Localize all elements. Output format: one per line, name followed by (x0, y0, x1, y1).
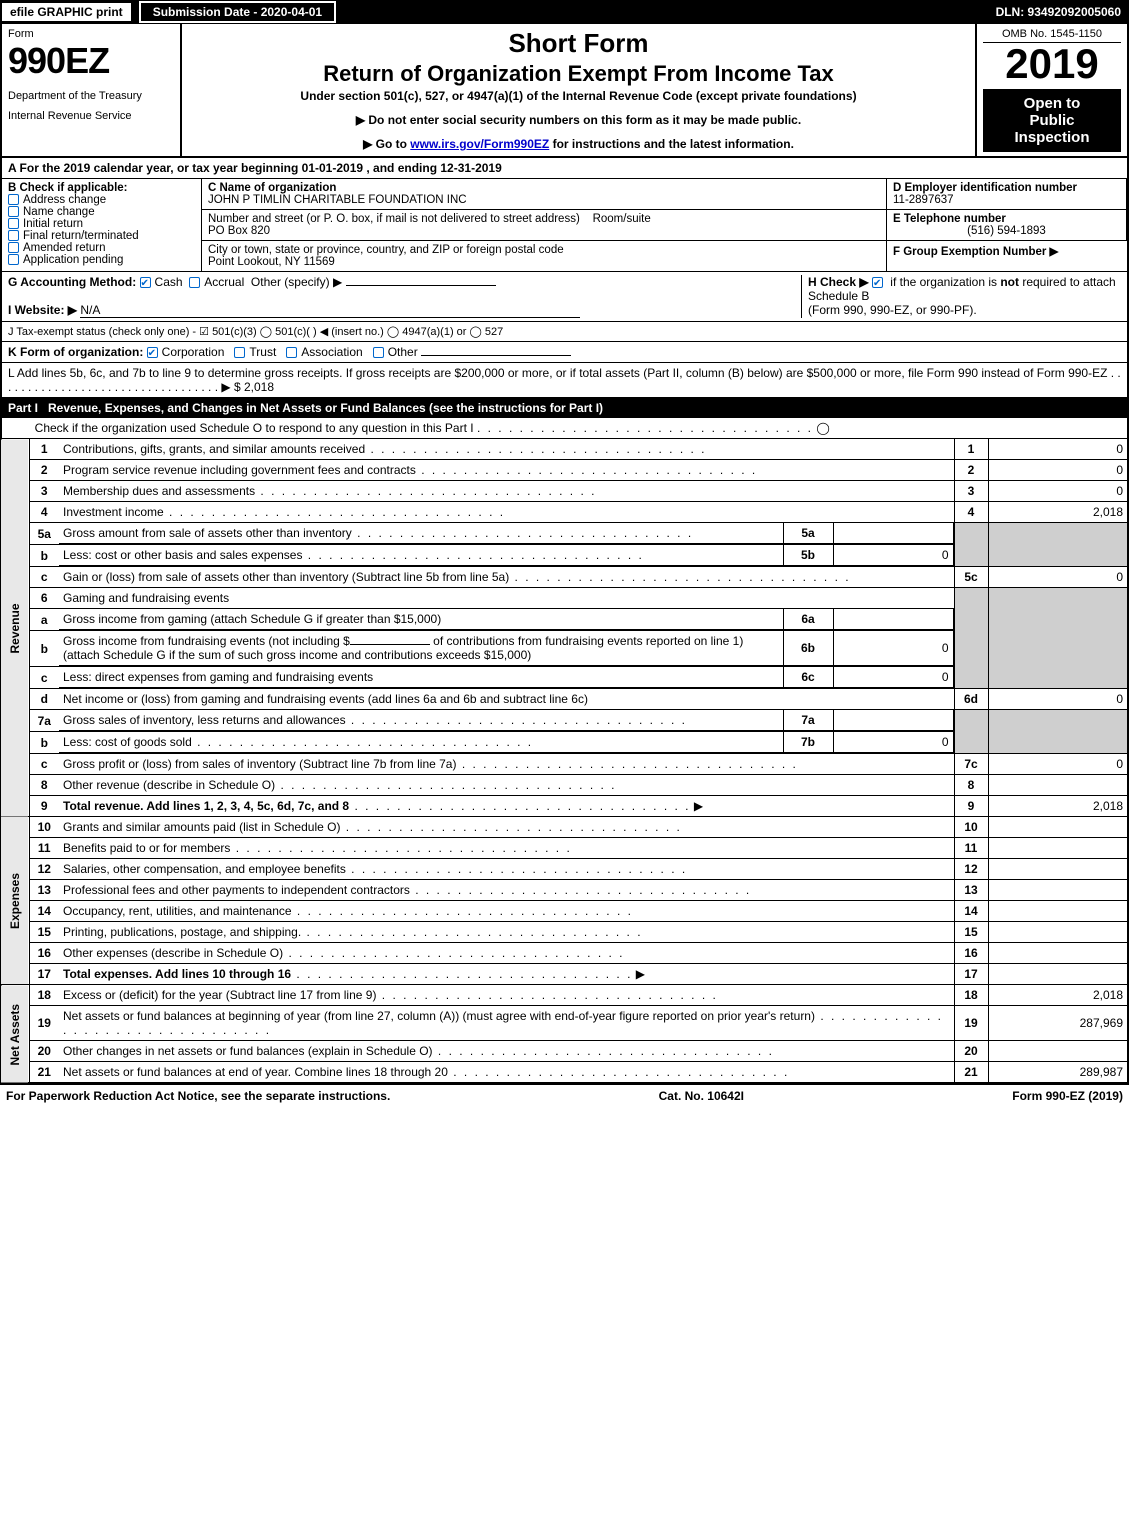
cb-amended-return[interactable]: Amended return (8, 242, 195, 254)
part-i-bar: Part I Revenue, Expenses, and Changes in… (0, 398, 1129, 418)
ein: 11-2897637 (893, 194, 954, 206)
cb-address-change[interactable]: Address change (8, 194, 195, 206)
amt-7c: 0 (988, 754, 1128, 775)
cb-other[interactable] (373, 347, 384, 358)
cb-initial-return[interactable]: Initial return (8, 218, 195, 230)
footer-catno: Cat. No. 10642I (659, 1089, 744, 1103)
part-i-table: Revenue 1 Contributions, gifts, grants, … (0, 439, 1129, 1084)
part-i-title: Revenue, Expenses, and Changes in Net As… (48, 401, 603, 415)
line-a-tax-year: A For the 2019 calendar year, or tax yea… (0, 158, 1129, 179)
amt-5c: 0 (988, 567, 1128, 588)
cb-accrual[interactable] (189, 277, 200, 288)
dept-treasury: Department of the Treasury (8, 90, 174, 102)
footer-formref: Form 990-EZ (2019) (1012, 1089, 1123, 1103)
form-number: 990EZ (8, 40, 174, 82)
box-d-label: D Employer identification number (893, 182, 1077, 194)
box-c-label: C Name of organization (208, 182, 336, 194)
street: PO Box 820 (208, 225, 270, 237)
part-i-check: Check if the organization used Schedule … (0, 418, 1129, 439)
amt-6d: 0 (988, 689, 1128, 710)
cb-cash[interactable] (140, 277, 151, 288)
amt-10 (988, 817, 1128, 838)
cb-association[interactable] (286, 347, 297, 358)
dln: DLN: 93492092005060 (996, 5, 1129, 19)
line-i-label: I Website: ▶ (8, 303, 77, 317)
title-short-form: Short Form (188, 28, 969, 59)
note-ssn: ▶ Do not enter social security numbers o… (188, 113, 969, 127)
cb-final-return[interactable]: Final return/terminated (8, 230, 195, 242)
subtitle: Under section 501(c), 527, or 4947(a)(1)… (188, 89, 969, 103)
cb-schedule-b[interactable] (872, 277, 883, 288)
city-state-zip: Point Lookout, NY 11569 (208, 256, 335, 268)
amt-19: 287,969 (988, 1006, 1128, 1041)
form-word: Form (8, 28, 174, 40)
note-link: ▶ Go to www.irs.gov/Form990EZ for instru… (188, 137, 969, 151)
footer-paperwork: For Paperwork Reduction Act Notice, see … (6, 1089, 390, 1103)
part-i-label: Part I (8, 401, 48, 415)
amt-8 (988, 775, 1128, 796)
street-label: Number and street (or P. O. box, if mail… (208, 213, 580, 225)
amt-4: 2,018 (988, 502, 1128, 523)
efile-print-button[interactable]: efile GRAPHIC print (0, 1, 133, 23)
sidetab-expenses: Expenses (1, 817, 29, 985)
phone: (516) 594-1893 (893, 225, 1120, 237)
line-l: L Add lines 5b, 6c, and 7b to line 9 to … (0, 363, 1129, 398)
city-label: City or town, state or province, country… (208, 244, 564, 256)
irs-link[interactable]: www.irs.gov/Form990EZ (410, 137, 549, 151)
box-f-label: F Group Exemption Number ▶ (893, 246, 1058, 258)
website: N/A (80, 303, 580, 318)
page-footer: For Paperwork Reduction Act Notice, see … (0, 1084, 1129, 1107)
line-j: J Tax-exempt status (check only one) - ☑… (0, 322, 1129, 342)
amt-9: 2,018 (988, 796, 1128, 817)
amt-1: 0 (988, 439, 1128, 460)
line-h-label: H Check ▶ (808, 275, 869, 289)
line-k: K Form of organization: Corporation Trus… (0, 342, 1129, 363)
amt-21: 289,987 (988, 1062, 1128, 1084)
cb-corporation[interactable] (147, 347, 158, 358)
sidetab-revenue: Revenue (1, 439, 29, 817)
dept-irs: Internal Revenue Service (8, 110, 174, 122)
cb-application-pending[interactable]: Application pending (8, 254, 195, 266)
cb-name-change[interactable]: Name change (8, 206, 195, 218)
tax-year: 2019 (983, 43, 1121, 85)
box-e-label: E Telephone number (893, 213, 1006, 225)
form-header: Form 990EZ Department of the Treasury In… (0, 24, 1129, 158)
title-return: Return of Organization Exempt From Incom… (188, 61, 969, 87)
top-bar: efile GRAPHIC print Submission Date - 20… (0, 0, 1129, 24)
org-name: JOHN P TIMLIN CHARITABLE FOUNDATION INC (208, 194, 467, 206)
amt-3: 0 (988, 481, 1128, 502)
submission-date: Submission Date - 2020-04-01 (139, 1, 336, 23)
sidetab-net-assets: Net Assets (1, 985, 29, 1084)
open-public-inspection: Open to Public Inspection (983, 89, 1121, 152)
room-label: Room/suite (593, 213, 651, 225)
line-g-label: G Accounting Method: (8, 275, 136, 289)
cb-trust[interactable] (234, 347, 245, 358)
amt-2: 0 (988, 460, 1128, 481)
box-b-label: B Check if applicable: (8, 182, 195, 194)
amt-18: 2,018 (988, 985, 1128, 1006)
entity-block: B Check if applicable: Address change Na… (0, 179, 1129, 272)
line-g-h: G Accounting Method: Cash Accrual Other … (0, 272, 1129, 322)
